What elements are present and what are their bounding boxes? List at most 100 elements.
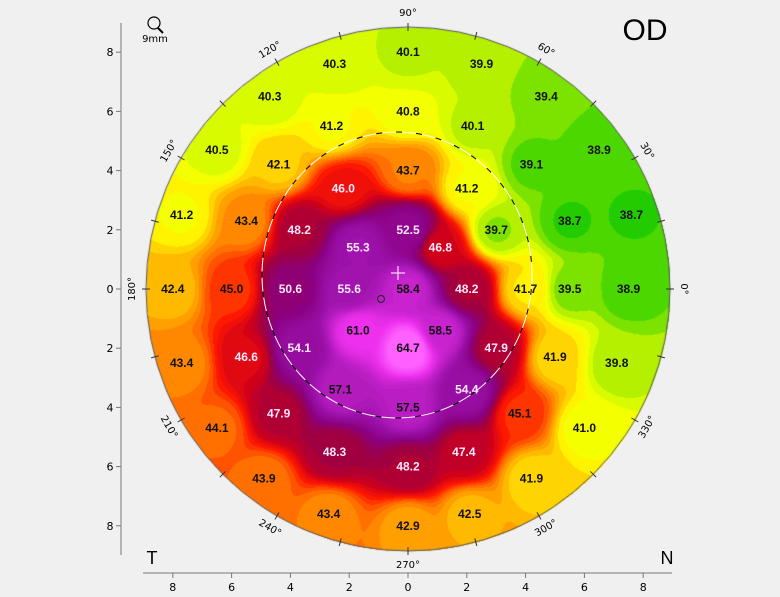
value-label: 45.1 — [508, 406, 532, 420]
value-label: 39.1 — [520, 158, 544, 172]
value-label: 57.1 — [329, 383, 353, 397]
value-label: 58.5 — [429, 323, 453, 337]
value-label: 58.4 — [396, 282, 420, 296]
value-label: 43.7 — [396, 164, 420, 178]
value-label: 48.2 — [396, 460, 420, 474]
value-label: 42.5 — [458, 507, 482, 521]
angle-tick — [474, 31, 478, 40]
angle-label: 120° — [257, 40, 283, 62]
value-label: 55.3 — [346, 241, 370, 255]
angle-tick — [536, 58, 542, 66]
pupil-outline — [261, 131, 533, 419]
angle-label: 0° — [678, 283, 689, 294]
x-tick-label: 4 — [287, 581, 294, 594]
angle-label: 180° — [127, 277, 138, 301]
value-label: 41.7 — [514, 282, 538, 296]
value-label: 46.0 — [332, 181, 356, 195]
value-label: 40.1 — [396, 45, 420, 59]
value-label: 41.9 — [543, 350, 567, 364]
value-label: 46.6 — [235, 350, 259, 364]
pupil-outline-dark — [261, 131, 533, 419]
value-label: 43.4 — [317, 507, 341, 521]
value-label: 48.2 — [288, 223, 312, 237]
angle-tick — [219, 100, 226, 107]
value-label: 48.3 — [323, 445, 347, 459]
value-label: 43.4 — [235, 214, 259, 228]
eye-label: OD — [623, 14, 668, 47]
value-label: 42.1 — [267, 158, 291, 172]
vertex-marker-icon — [377, 295, 385, 303]
y-tick-label: 2 — [107, 342, 114, 355]
angle-tick — [474, 538, 478, 547]
value-labels: 40.1 40.3 39.9 40.3 39.4 40.8 41.2 40.1 40.5 38.9… — [161, 45, 643, 533]
value-label: 41.2 — [170, 208, 194, 222]
zoom-magnifier-icon[interactable] — [147, 16, 164, 34]
value-label: 39.8 — [605, 356, 629, 370]
zoom-label: 9mm — [142, 34, 168, 45]
x-tick-label: 0 — [405, 581, 412, 594]
value-label: 44.1 — [205, 421, 229, 435]
angle-tick — [338, 538, 342, 547]
value-label: 54.4 — [455, 383, 479, 397]
value-label: 40.8 — [396, 104, 420, 118]
value-label: 40.3 — [323, 57, 347, 71]
angle-tick — [150, 219, 159, 223]
angle-tick — [631, 155, 639, 161]
value-label: 57.5 — [396, 400, 420, 414]
value-label: 43.4 — [170, 356, 194, 370]
value-label: 38.9 — [587, 143, 611, 157]
y-tick-label: 4 — [107, 165, 114, 178]
y-tick-label: 8 — [107, 520, 114, 533]
value-label: 50.6 — [279, 282, 303, 296]
x-tick-label: 2 — [463, 581, 470, 594]
x-tick-label: 6 — [581, 581, 588, 594]
x-tick-label: 8 — [169, 581, 176, 594]
value-label: 40.3 — [258, 90, 282, 104]
angle-tick — [657, 219, 666, 223]
angle-label: 240° — [257, 518, 283, 540]
angle-tick — [219, 471, 226, 478]
value-label: 54.1 — [288, 341, 312, 355]
value-label: 40.1 — [461, 119, 485, 133]
angle-tick — [338, 31, 342, 40]
angle-tick — [590, 471, 597, 478]
value-label: 55.6 — [338, 282, 362, 296]
value-label: 42.4 — [161, 282, 185, 296]
value-label: 39.5 — [558, 282, 582, 296]
value-label: 39.4 — [535, 90, 559, 104]
pupil-center-cross-icon — [391, 266, 405, 280]
angle-tick — [150, 355, 159, 359]
angle-tick — [177, 155, 185, 161]
y-tick-label: 2 — [107, 224, 114, 237]
y-tick-label: 0 — [107, 283, 114, 296]
value-label: 61.0 — [346, 323, 370, 337]
angle-label: 330° — [637, 414, 659, 440]
angle-tick — [536, 512, 542, 520]
value-label: 41.0 — [573, 421, 597, 435]
angle-label: 60° — [535, 41, 556, 59]
angle-tick — [590, 100, 597, 107]
axes: 8 6 4 2 0 2 4 6 8 8 6 4 2 0 2 4 6 8 — [107, 23, 672, 594]
x-tick-label: 6 — [228, 581, 235, 594]
angle-tick — [657, 355, 666, 359]
angle-tick — [631, 417, 639, 423]
x-tick-label: 4 — [522, 581, 529, 594]
y-tick-label: 4 — [107, 401, 114, 414]
value-label: 40.5 — [205, 143, 229, 157]
y-tick-label: 6 — [107, 105, 114, 118]
value-label: 39.9 — [470, 57, 494, 71]
value-label: 43.9 — [252, 471, 276, 485]
value-label: 52.5 — [396, 223, 420, 237]
nasal-label: N — [661, 548, 674, 568]
temporal-label: T — [147, 548, 158, 568]
value-label: 47.9 — [485, 341, 509, 355]
angle-label: 150° — [159, 138, 181, 164]
value-label: 41.2 — [320, 119, 344, 133]
x-tick-label: 2 — [346, 581, 353, 594]
value-label: 39.7 — [485, 223, 509, 237]
angle-label: 270° — [396, 560, 420, 571]
value-label: 38.9 — [617, 282, 641, 296]
angle-label: 300° — [533, 518, 559, 540]
x-tick-label: 8 — [640, 581, 647, 594]
